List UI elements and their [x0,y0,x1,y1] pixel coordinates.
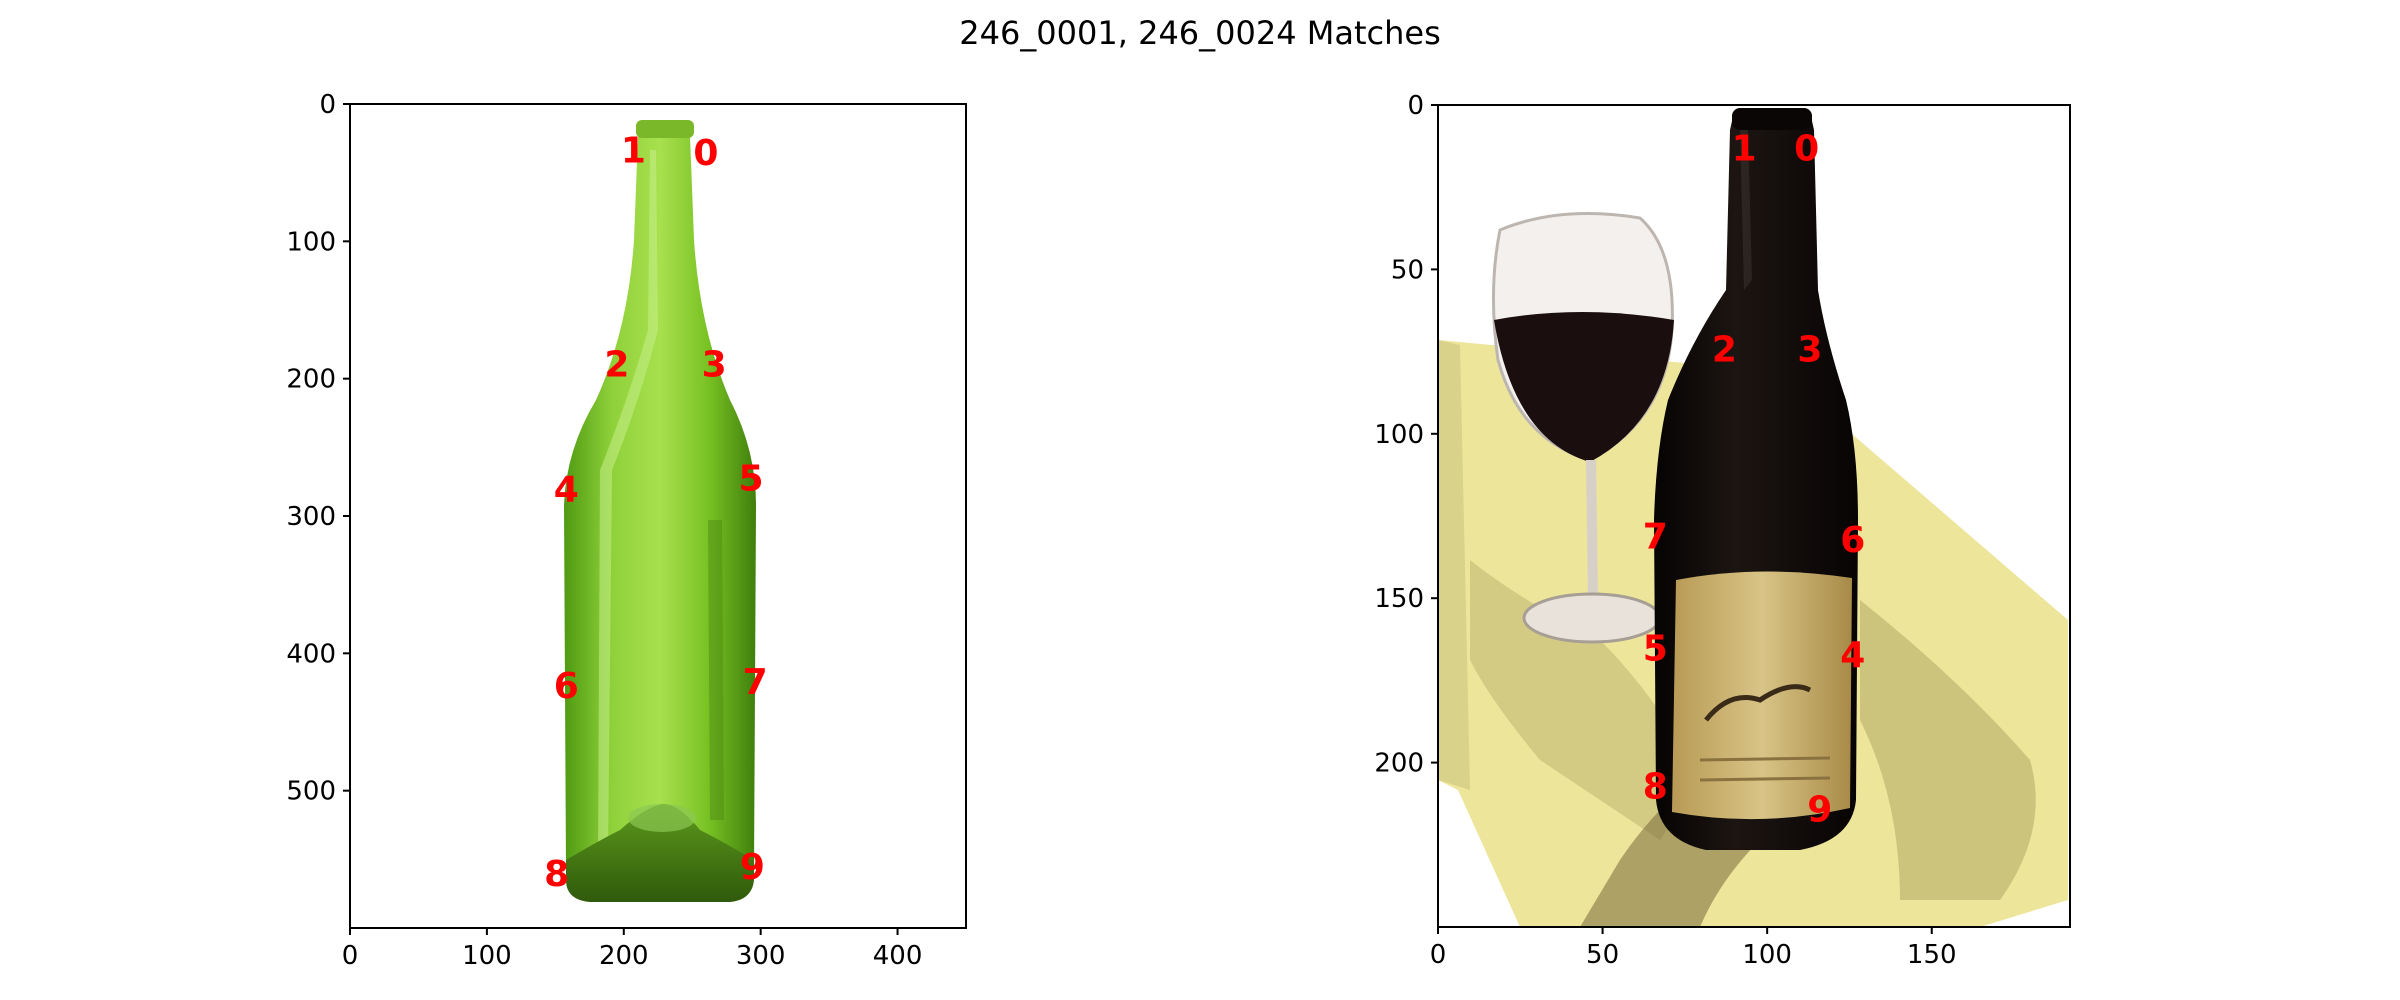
left-keypoint-0: 0 [693,133,718,174]
left-keypoint-5: 5 [739,459,764,500]
right-bottle-picture [1438,108,2068,927]
left-ytick-label: 400 [286,639,336,669]
right-xtick-label: 150 [1907,940,1957,970]
left-keypoints: 0 1 2 3 4 5 6 7 8 9 [544,130,768,895]
left-xtick-label: 0 [342,941,359,971]
right-xtick-label: 50 [1586,940,1619,970]
right-keypoint-9: 9 [1807,790,1832,831]
left-xtick-label: 400 [873,941,923,971]
left-keypoint-6: 6 [554,666,579,707]
left-panel: 0 100 200 300 400 0 100 200 300 400 500 0 1 2 3 4 5 6 7 8 9 [286,90,967,971]
left-bottle-picture [564,120,756,902]
left-keypoint-4: 4 [554,470,579,511]
right-keypoint-4: 4 [1840,635,1865,676]
right-xtick-label: 100 [1742,940,1792,970]
left-xtick-label: 300 [736,941,786,971]
right-axes-frame [1437,104,2071,928]
right-keypoint-8: 8 [1643,767,1668,808]
left-keypoint-9: 9 [740,847,765,888]
right-keypoint-3: 3 [1797,329,1822,370]
right-ytick-label: 150 [1374,584,1424,614]
left-keypoint-8: 8 [544,854,569,895]
left-ytick-label: 100 [286,227,336,257]
left-xtick-label: 200 [599,941,649,971]
left-keypoint-1: 1 [621,130,646,171]
left-ytick-label: 200 [286,365,336,395]
right-ytick-label: 50 [1391,255,1424,285]
right-ytick-label: 0 [1407,91,1424,121]
left-ytick-label: 300 [286,502,336,532]
right-ytick-label: 100 [1374,420,1424,450]
left-axis-ticks: 0 100 200 300 400 0 100 200 300 400 500 [286,90,922,971]
right-keypoint-1: 1 [1732,129,1757,170]
right-keypoint-6: 6 [1840,520,1865,561]
right-keypoint-5: 5 [1643,629,1668,670]
figure-title: 246_0001, 246_0024 Matches [959,14,1441,52]
right-xtick-label: 0 [1430,940,1447,970]
right-keypoint-2: 2 [1712,329,1737,370]
left-ytick-label: 500 [286,777,336,807]
left-keypoint-7: 7 [743,662,768,703]
left-ytick-label: 0 [319,90,336,120]
right-keypoint-0: 0 [1794,129,1819,170]
left-xtick-label: 100 [462,941,512,971]
right-ytick-label: 200 [1374,749,1424,779]
right-keypoint-7: 7 [1643,517,1668,558]
left-keypoint-3: 3 [702,345,727,386]
right-keypoints: 01 2 3 4 5 6 7 8 9 [1643,129,1866,831]
left-keypoint-2: 2 [604,345,629,386]
